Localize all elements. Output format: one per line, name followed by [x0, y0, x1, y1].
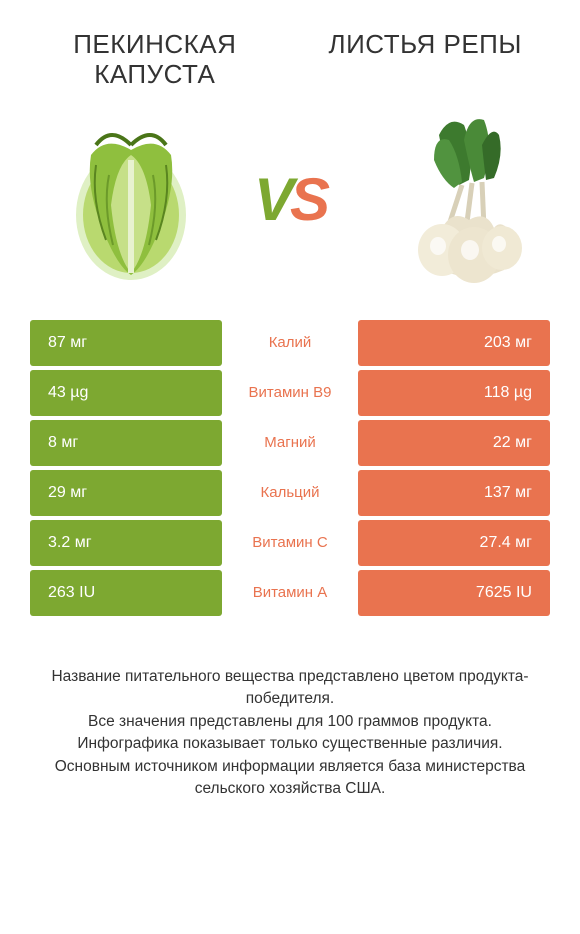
cell-left: 29 мг — [30, 470, 222, 516]
cell-right: 7625 IU — [358, 570, 550, 616]
cell-label: Витамин C — [222, 520, 357, 566]
image-right — [369, 110, 529, 290]
cell-left: 43 µg — [30, 370, 222, 416]
cell-right: 22 мг — [358, 420, 550, 466]
cell-label: Кальций — [222, 470, 357, 516]
cell-label: Витамин B9 — [222, 370, 357, 416]
cell-right: 137 мг — [358, 470, 550, 516]
cell-right: 118 µg — [358, 370, 550, 416]
title-right: ЛИСТЬЯ РЕПЫ — [300, 30, 550, 90]
cell-right: 27.4 мг — [358, 520, 550, 566]
table-row: 263 IU Витамин A 7625 IU — [30, 570, 550, 616]
footer-line: Основным источником информации является … — [40, 756, 540, 801]
nutrition-table: 87 мг Калий 203 мг 43 µg Витамин B9 118 … — [30, 320, 550, 616]
cabbage-icon — [61, 115, 201, 285]
table-row: 29 мг Кальций 137 мг — [30, 470, 550, 516]
images-row: VS — [30, 110, 550, 290]
footer-line: Инфографика показывает только существенн… — [40, 733, 540, 755]
table-row: 43 µg Витамин B9 118 µg — [30, 370, 550, 416]
turnip-icon — [374, 110, 524, 290]
cell-label: Витамин A — [222, 570, 357, 616]
footer-line: Название питательного вещества представл… — [40, 666, 540, 711]
table-row: 87 мг Калий 203 мг — [30, 320, 550, 366]
vs-label: VS — [254, 165, 326, 234]
cell-left: 87 мг — [30, 320, 222, 366]
table-row: 8 мг Магний 22 мг — [30, 420, 550, 466]
title-left: ПЕКИНСКАЯ КАПУСТА — [30, 30, 280, 90]
footer-line: Все значения представлены для 100 граммо… — [40, 711, 540, 733]
cell-left: 263 IU — [30, 570, 222, 616]
image-left — [51, 110, 211, 290]
cell-left: 8 мг — [30, 420, 222, 466]
vs-v: V — [254, 166, 290, 233]
table-row: 3.2 мг Витамин C 27.4 мг — [30, 520, 550, 566]
cell-label: Магний — [222, 420, 357, 466]
cell-label: Калий — [222, 320, 357, 366]
vs-s: S — [290, 166, 326, 233]
cell-right: 203 мг — [358, 320, 550, 366]
footer: Название питательного вещества представл… — [30, 666, 550, 801]
cell-left: 3.2 мг — [30, 520, 222, 566]
header: ПЕКИНСКАЯ КАПУСТА ЛИСТЬЯ РЕПЫ — [30, 30, 550, 90]
